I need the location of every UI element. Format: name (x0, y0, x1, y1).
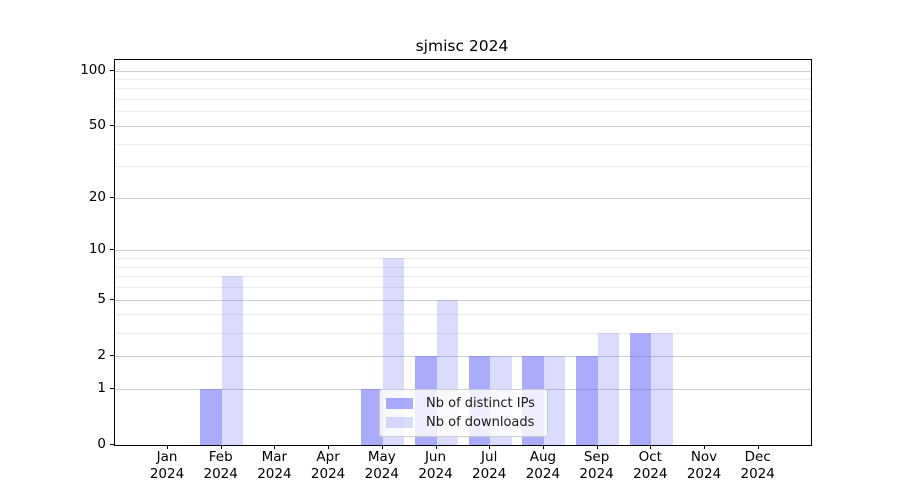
y-tick-mark (110, 444, 114, 445)
bar-nb-of-distinct-ips-feb-2024 (200, 388, 222, 445)
legend-item-distinct-ips: Nb of distinct IPs (386, 396, 539, 411)
legend-item-downloads: Nb of downloads (386, 415, 539, 430)
y-tick-label: 10 (88, 241, 106, 258)
x-tick-label-jul-2024: Jul 2024 (472, 449, 507, 482)
y-tick-label: 50 (88, 117, 106, 133)
x-tick-mark (489, 445, 491, 449)
gridline-major (115, 70, 811, 72)
y-tick-label: 2 (97, 346, 106, 363)
x-tick-mark (381, 445, 383, 449)
x-tick-mark (328, 445, 330, 449)
bar-nb-of-downloads-feb-2024 (221, 276, 244, 445)
x-tick-mark (704, 445, 705, 449)
gridline-major (115, 355, 811, 357)
gridline-minor (115, 143, 811, 145)
gridline-minor (115, 111, 811, 113)
x-tick-label-dec-2024: Dec 2024 (740, 449, 775, 482)
x-tick-mark (650, 445, 652, 449)
gridline-minor (115, 166, 811, 168)
x-tick-mark (542, 445, 544, 449)
y-tick-mark (110, 387, 114, 389)
x-tick-label-apr-2024: Apr 2024 (310, 449, 346, 482)
y-tick-mark (110, 249, 114, 251)
y-tick-label: 5 (97, 290, 106, 307)
x-tick-label-nov-2024: Nov 2024 (686, 449, 722, 482)
y-tick-label: 0 (97, 436, 106, 452)
gridline-minor (115, 79, 811, 80)
x-tick-label-feb-2024: Feb 2024 (203, 449, 238, 482)
bar-nb-of-distinct-ips-sep-2024 (576, 355, 598, 445)
x-tick-label-mar-2024: Mar 2024 (257, 449, 292, 482)
plot-area (114, 59, 812, 446)
x-tick-mark (435, 445, 437, 449)
legend: Nb of distinct IPs Nb of downloads (379, 389, 548, 437)
y-tick-label: 100 (80, 61, 106, 78)
x-tick-label-sep-2024: Sep 2024 (579, 449, 614, 482)
gridline-minor (115, 276, 811, 278)
x-tick-label-aug-2024: Aug 2024 (525, 449, 561, 482)
gridline-major (115, 299, 811, 301)
y-tick-mark (110, 298, 114, 300)
bar-nb-of-distinct-ips-oct-2024 (629, 332, 652, 445)
gridline-minor (115, 258, 811, 260)
x-tick-label-jun-2024: Jun 2024 (418, 449, 453, 482)
gridline-major (115, 126, 811, 127)
y-tick-mark (110, 69, 114, 71)
chart-title: sjmisc 2024 (415, 37, 509, 55)
x-tick-mark (274, 445, 276, 449)
gridline-minor (115, 287, 811, 289)
y-tick-label: 20 (88, 189, 106, 205)
gridline-minor (115, 314, 811, 316)
gridline-major (115, 198, 811, 199)
legend-label-downloads: Nb of downloads (426, 415, 535, 430)
x-tick-mark (596, 445, 598, 449)
gridline-minor (115, 332, 811, 334)
legend-label-distinct-ips: Nb of distinct IPs (426, 396, 535, 411)
x-tick-label-jan-2024: Jan 2024 (149, 449, 185, 482)
x-tick-mark (757, 445, 759, 449)
bar-nb-of-downloads-oct-2024 (651, 332, 673, 445)
y-tick-mark (110, 354, 114, 356)
gridline-minor (115, 99, 811, 101)
x-tick-mark (220, 445, 222, 449)
gridline-minor (115, 266, 811, 268)
bar-nb-of-downloads-aug-2024 (543, 355, 566, 445)
legend-swatch-distinct-ips-icon (386, 398, 413, 409)
x-tick-label-may-2024: May 2024 (364, 449, 399, 482)
y-tick-mark (110, 197, 114, 198)
y-tick-mark (110, 125, 114, 126)
gridline-minor (115, 88, 811, 90)
y-tick-label: 1 (97, 379, 106, 396)
bar-nb-of-distinct-ips-may-2024 (361, 388, 383, 445)
legend-swatch-downloads-icon (386, 417, 413, 428)
x-tick-label-oct-2024: Oct 2024 (633, 449, 668, 482)
bar-nb-of-downloads-sep-2024 (597, 332, 620, 445)
gridline-major (115, 250, 811, 252)
x-tick-mark (167, 445, 168, 449)
